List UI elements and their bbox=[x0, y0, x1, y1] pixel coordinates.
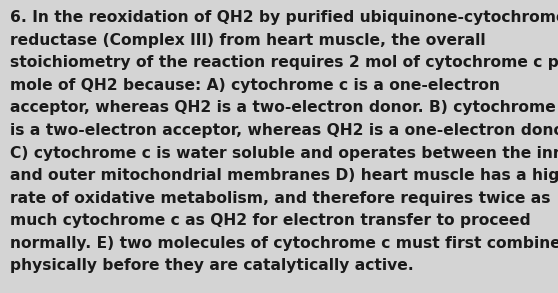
Text: stoichiometry of the reaction requires 2 mol of cytochrome c per: stoichiometry of the reaction requires 2… bbox=[10, 55, 558, 70]
Text: C) cytochrome c is water soluble and operates between the inner: C) cytochrome c is water soluble and ope… bbox=[10, 146, 558, 161]
Text: reductase (Complex III) from heart muscle, the overall: reductase (Complex III) from heart muscl… bbox=[10, 33, 485, 48]
Text: is a two-electron acceptor, whereas QH2 is a one-electron donor.: is a two-electron acceptor, whereas QH2 … bbox=[10, 123, 558, 138]
Text: rate of oxidative metabolism, and therefore requires twice as: rate of oxidative metabolism, and theref… bbox=[10, 191, 551, 206]
Text: acceptor, whereas QH2 is a two-electron donor. B) cytochrome c: acceptor, whereas QH2 is a two-electron … bbox=[10, 100, 558, 115]
Text: mole of QH2 because: A) cytochrome c is a one-electron: mole of QH2 because: A) cytochrome c is … bbox=[10, 78, 500, 93]
Text: physically before they are catalytically active.: physically before they are catalytically… bbox=[10, 258, 414, 273]
Text: and outer mitochondrial membranes D) heart muscle has a high: and outer mitochondrial membranes D) hea… bbox=[10, 168, 558, 183]
Text: 6. In the reoxidation of QH2 by purified ubiquinone-cytochrome c: 6. In the reoxidation of QH2 by purified… bbox=[10, 10, 558, 25]
Text: normally. E) two molecules of cytochrome c must first combine: normally. E) two molecules of cytochrome… bbox=[10, 236, 558, 251]
Text: much cytochrome c as QH2 for electron transfer to proceed: much cytochrome c as QH2 for electron tr… bbox=[10, 213, 531, 228]
